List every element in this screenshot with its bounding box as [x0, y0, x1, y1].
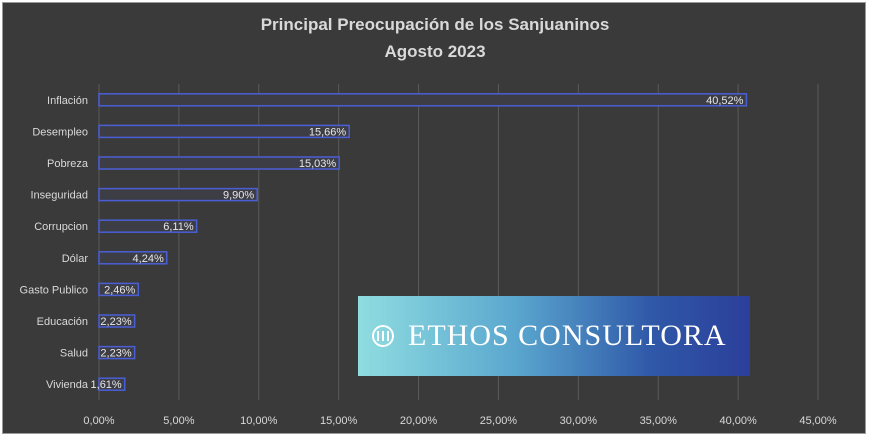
x-tick-label: 25,00%: [480, 415, 518, 427]
data-label: 6,11%: [163, 221, 194, 233]
data-label: 9,90%: [223, 190, 254, 202]
category-label: Salud: [60, 348, 88, 360]
chart-title: Principal Preocupación de los Sanjuanino…: [260, 15, 610, 34]
bar: [98, 377, 126, 391]
bar: [98, 124, 350, 139]
logo-text: ETHOS CONSULTORA: [408, 319, 727, 352]
data-label: 2,46%: [104, 284, 135, 296]
ethos-logo-watermark: ETHOS CONSULTORA: [358, 296, 750, 376]
bar: [98, 345, 136, 360]
x-tick-label: 45,00%: [799, 415, 837, 427]
bar: [98, 282, 140, 297]
x-tick-label: 40,00%: [719, 415, 757, 427]
category-label: Educación: [37, 316, 88, 328]
pillars-icon: [372, 325, 394, 347]
x-tick-label: 10,00%: [240, 415, 278, 427]
data-label: 2,23%: [100, 316, 131, 328]
bar: [98, 187, 258, 202]
bar: [98, 93, 748, 107]
x-tick-label: 35,00%: [640, 415, 678, 427]
category-label: Corrupcion: [34, 221, 88, 233]
data-label: 40,52%: [706, 95, 744, 107]
category-label: Dólar: [62, 253, 89, 265]
x-tick-label: 15,00%: [320, 415, 358, 427]
bar: [98, 156, 340, 170]
bar: [98, 251, 168, 265]
x-tick-label: 30,00%: [560, 415, 598, 427]
x-tick-label: 0,00%: [83, 415, 114, 427]
category-label: Inflación: [47, 95, 88, 107]
category-label: Inseguridad: [31, 190, 89, 202]
x-tick-label: 20,00%: [400, 415, 438, 427]
category-label: Desempleo: [32, 126, 88, 138]
category-label: Pobreza: [47, 158, 89, 170]
data-label: 2,23%: [100, 348, 131, 360]
data-label: 1,61%: [91, 379, 122, 391]
x-tick-label: 5,00%: [163, 415, 194, 427]
bar: [98, 219, 198, 233]
data-label: 15,66%: [309, 126, 347, 138]
data-label: 4,24%: [133, 253, 164, 265]
category-label: Vivienda: [46, 379, 89, 391]
chart-subtitle: Agosto 2023: [384, 42, 486, 61]
category-label: Gasto Publico: [20, 284, 88, 296]
data-label: 15,03%: [299, 158, 337, 170]
bar: [98, 314, 136, 328]
